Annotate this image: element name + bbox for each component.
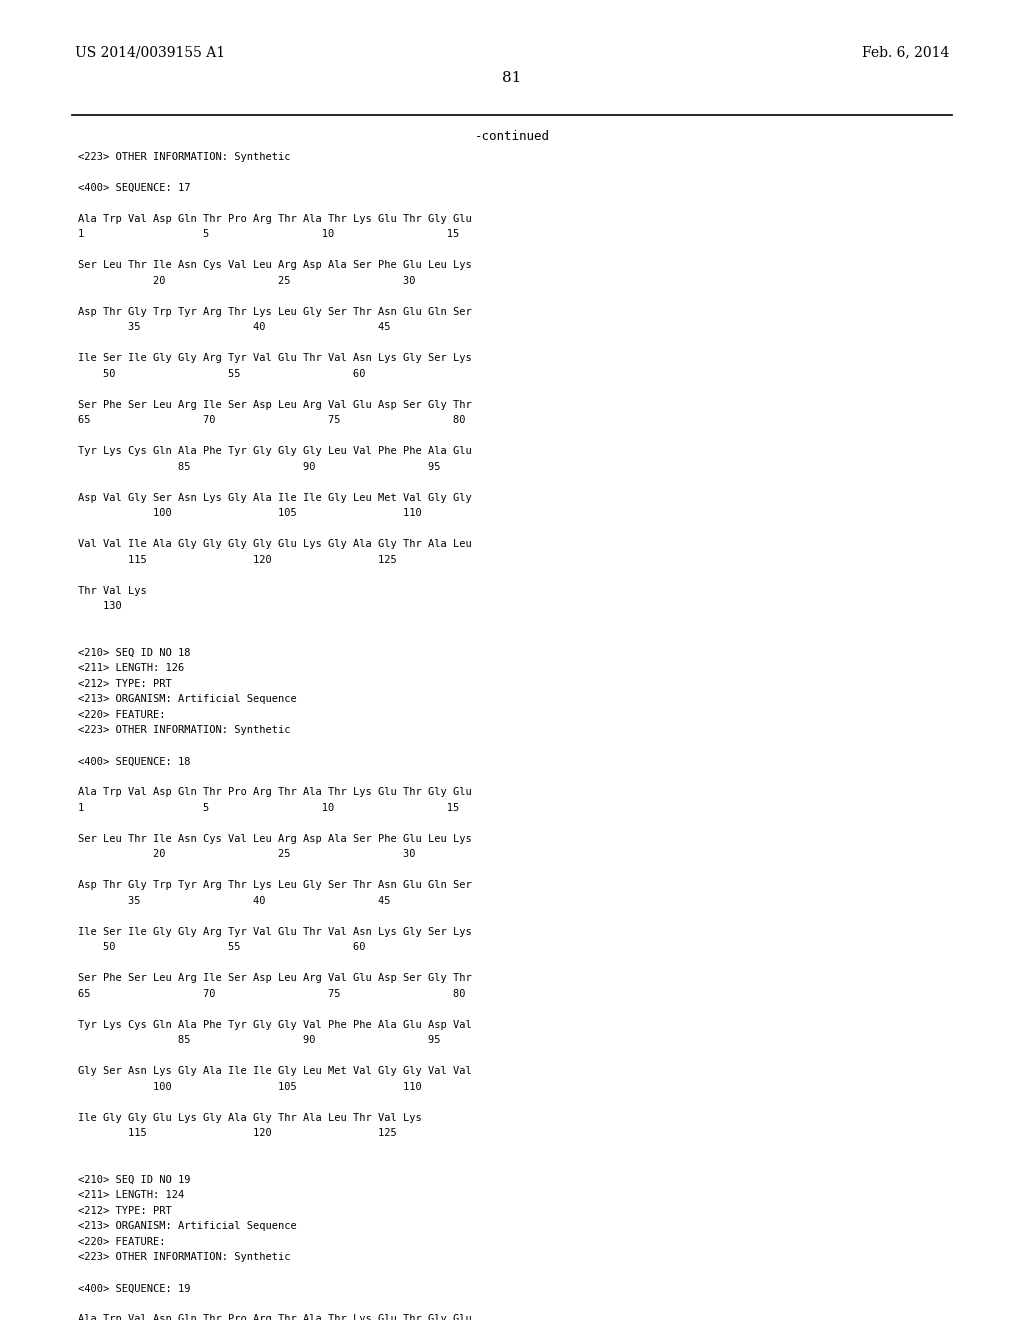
Text: <212> TYPE: PRT: <212> TYPE: PRT (78, 1206, 172, 1216)
Text: 100                 105                 110: 100 105 110 (78, 1082, 422, 1092)
Text: <220> FEATURE:: <220> FEATURE: (78, 1237, 166, 1247)
Text: Asp Val Gly Ser Asn Lys Gly Ala Ile Ile Gly Leu Met Val Gly Gly: Asp Val Gly Ser Asn Lys Gly Ala Ile Ile … (78, 492, 472, 503)
Text: 1                   5                  10                  15: 1 5 10 15 (78, 803, 459, 813)
Text: <213> ORGANISM: Artificial Sequence: <213> ORGANISM: Artificial Sequence (78, 694, 297, 705)
Text: 115                 120                 125: 115 120 125 (78, 554, 396, 565)
Text: 20                  25                  30: 20 25 30 (78, 276, 416, 286)
Text: <213> ORGANISM: Artificial Sequence: <213> ORGANISM: Artificial Sequence (78, 1221, 297, 1232)
Text: <210> SEQ ID NO 18: <210> SEQ ID NO 18 (78, 648, 190, 657)
Text: Feb. 6, 2014: Feb. 6, 2014 (861, 45, 949, 59)
Text: 85                  90                  95: 85 90 95 (78, 1035, 440, 1045)
Text: <400> SEQUENCE: 17: <400> SEQUENCE: 17 (78, 183, 190, 193)
Text: Ser Leu Thr Ile Asn Cys Val Leu Arg Asp Ala Ser Phe Glu Leu Lys: Ser Leu Thr Ile Asn Cys Val Leu Arg Asp … (78, 260, 472, 271)
Text: 65                  70                  75                  80: 65 70 75 80 (78, 416, 466, 425)
Text: <220> FEATURE:: <220> FEATURE: (78, 710, 166, 719)
Text: 35                  40                  45: 35 40 45 (78, 896, 390, 906)
Text: <223> OTHER INFORMATION: Synthetic: <223> OTHER INFORMATION: Synthetic (78, 152, 291, 162)
Text: <210> SEQ ID NO 19: <210> SEQ ID NO 19 (78, 1175, 190, 1185)
Text: 100                 105                 110: 100 105 110 (78, 508, 422, 519)
Text: US 2014/0039155 A1: US 2014/0039155 A1 (75, 45, 225, 59)
Text: Ala Trp Val Asp Gln Thr Pro Arg Thr Ala Thr Lys Glu Thr Gly Glu: Ala Trp Val Asp Gln Thr Pro Arg Thr Ala … (78, 214, 472, 224)
Text: Ile Ser Ile Gly Gly Arg Tyr Val Glu Thr Val Asn Lys Gly Ser Lys: Ile Ser Ile Gly Gly Arg Tyr Val Glu Thr … (78, 354, 472, 363)
Text: <400> SEQUENCE: 19: <400> SEQUENCE: 19 (78, 1283, 190, 1294)
Text: 20                  25                  30: 20 25 30 (78, 850, 416, 859)
Text: Ser Phe Ser Leu Arg Ile Ser Asp Leu Arg Val Glu Asp Ser Gly Thr: Ser Phe Ser Leu Arg Ile Ser Asp Leu Arg … (78, 400, 472, 411)
Text: <212> TYPE: PRT: <212> TYPE: PRT (78, 678, 172, 689)
Text: 50                  55                  60: 50 55 60 (78, 942, 366, 953)
Text: <211> LENGTH: 124: <211> LENGTH: 124 (78, 1191, 184, 1200)
Text: Tyr Lys Cys Gln Ala Phe Tyr Gly Gly Gly Leu Val Phe Phe Ala Glu: Tyr Lys Cys Gln Ala Phe Tyr Gly Gly Gly … (78, 446, 472, 457)
Text: 50                  55                  60: 50 55 60 (78, 370, 366, 379)
Text: <223> OTHER INFORMATION: Synthetic: <223> OTHER INFORMATION: Synthetic (78, 1253, 291, 1262)
Text: Gly Ser Asn Lys Gly Ala Ile Ile Gly Leu Met Val Gly Gly Val Val: Gly Ser Asn Lys Gly Ala Ile Ile Gly Leu … (78, 1067, 472, 1077)
Text: Ala Trp Val Asp Gln Thr Pro Arg Thr Ala Thr Lys Glu Thr Gly Glu: Ala Trp Val Asp Gln Thr Pro Arg Thr Ala … (78, 1315, 472, 1320)
Text: 35                  40                  45: 35 40 45 (78, 322, 390, 333)
Text: 115                 120                 125: 115 120 125 (78, 1129, 396, 1138)
Text: 85                  90                  95: 85 90 95 (78, 462, 440, 473)
Text: Asp Thr Gly Trp Tyr Arg Thr Lys Leu Gly Ser Thr Asn Glu Gln Ser: Asp Thr Gly Trp Tyr Arg Thr Lys Leu Gly … (78, 880, 472, 891)
Text: <223> OTHER INFORMATION: Synthetic: <223> OTHER INFORMATION: Synthetic (78, 726, 291, 735)
Text: Ile Gly Gly Glu Lys Gly Ala Gly Thr Ala Leu Thr Val Lys: Ile Gly Gly Glu Lys Gly Ala Gly Thr Ala … (78, 1113, 422, 1123)
Text: Ser Leu Thr Ile Asn Cys Val Leu Arg Asp Ala Ser Phe Glu Leu Lys: Ser Leu Thr Ile Asn Cys Val Leu Arg Asp … (78, 834, 472, 843)
Text: <211> LENGTH: 126: <211> LENGTH: 126 (78, 664, 184, 673)
Text: 1                   5                  10                  15: 1 5 10 15 (78, 230, 459, 239)
Text: 81: 81 (503, 71, 521, 84)
Text: Asp Thr Gly Trp Tyr Arg Thr Lys Leu Gly Ser Thr Asn Glu Gln Ser: Asp Thr Gly Trp Tyr Arg Thr Lys Leu Gly … (78, 308, 472, 317)
Text: Tyr Lys Cys Gln Ala Phe Tyr Gly Gly Val Phe Phe Ala Glu Asp Val: Tyr Lys Cys Gln Ala Phe Tyr Gly Gly Val … (78, 1020, 472, 1030)
Text: Val Val Ile Ala Gly Gly Gly Gly Glu Lys Gly Ala Gly Thr Ala Leu: Val Val Ile Ala Gly Gly Gly Gly Glu Lys … (78, 540, 472, 549)
Text: Ile Ser Ile Gly Gly Arg Tyr Val Glu Thr Val Asn Lys Gly Ser Lys: Ile Ser Ile Gly Gly Arg Tyr Val Glu Thr … (78, 927, 472, 937)
Text: -continued: -continued (474, 129, 550, 143)
Text: Ser Phe Ser Leu Arg Ile Ser Asp Leu Arg Val Glu Asp Ser Gly Thr: Ser Phe Ser Leu Arg Ile Ser Asp Leu Arg … (78, 973, 472, 983)
Text: <400> SEQUENCE: 18: <400> SEQUENCE: 18 (78, 756, 190, 767)
Text: Thr Val Lys: Thr Val Lys (78, 586, 146, 597)
Text: Ala Trp Val Asp Gln Thr Pro Arg Thr Ala Thr Lys Glu Thr Gly Glu: Ala Trp Val Asp Gln Thr Pro Arg Thr Ala … (78, 788, 472, 797)
Text: 65                  70                  75                  80: 65 70 75 80 (78, 989, 466, 999)
Text: 130: 130 (78, 602, 122, 611)
